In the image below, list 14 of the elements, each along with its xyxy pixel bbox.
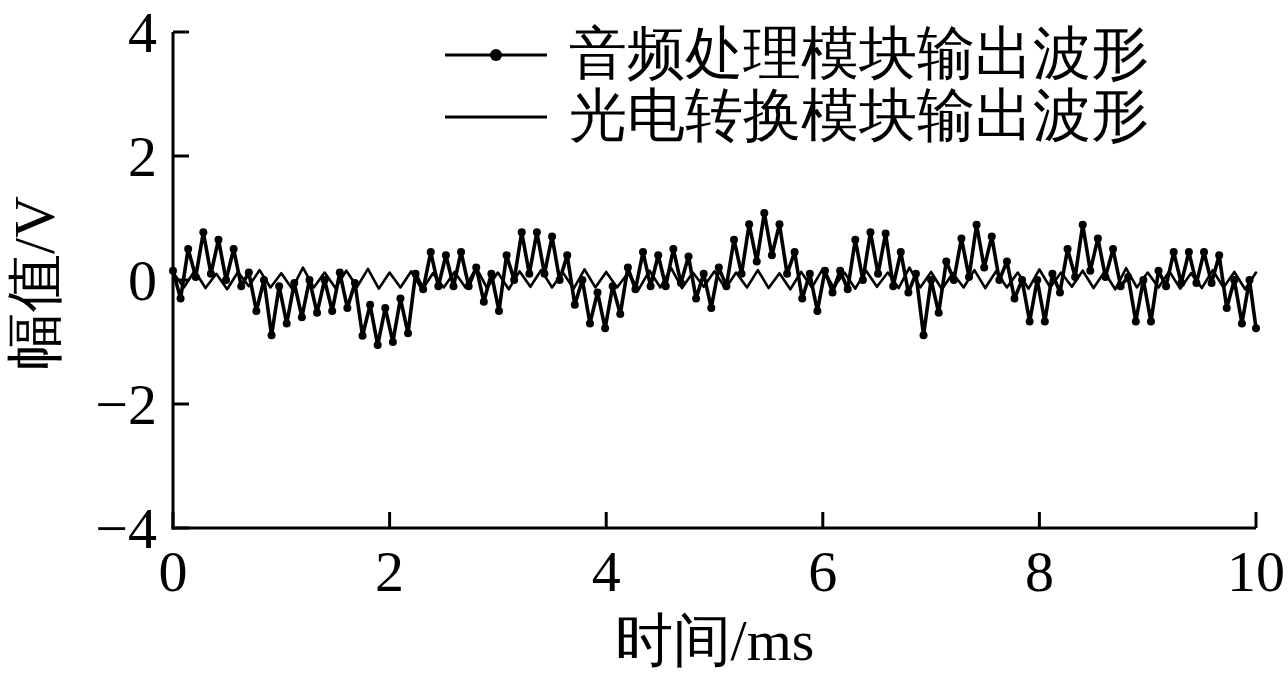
legend-label: 光电转换模块输出波形 [569, 83, 1149, 148]
x-tick-label: 4 [591, 539, 621, 604]
y-axis-title: 幅值/V [1, 195, 67, 370]
y-tick-label: −4 [95, 496, 157, 561]
x-tick-label: 10 [1227, 539, 1285, 604]
x-tick-label: 6 [808, 539, 838, 604]
x-axis-title: 时间/ms [614, 608, 815, 673]
y-tick-label: 2 [128, 124, 157, 189]
legend-label: 音频处理模块输出波形 [569, 21, 1149, 86]
x-tick-label: 2 [375, 539, 405, 604]
y-tick-label: 4 [128, 0, 157, 65]
y-tick-label: 0 [128, 248, 157, 313]
y-tick-label: −2 [95, 372, 157, 437]
x-tick-label: 8 [1024, 539, 1054, 604]
